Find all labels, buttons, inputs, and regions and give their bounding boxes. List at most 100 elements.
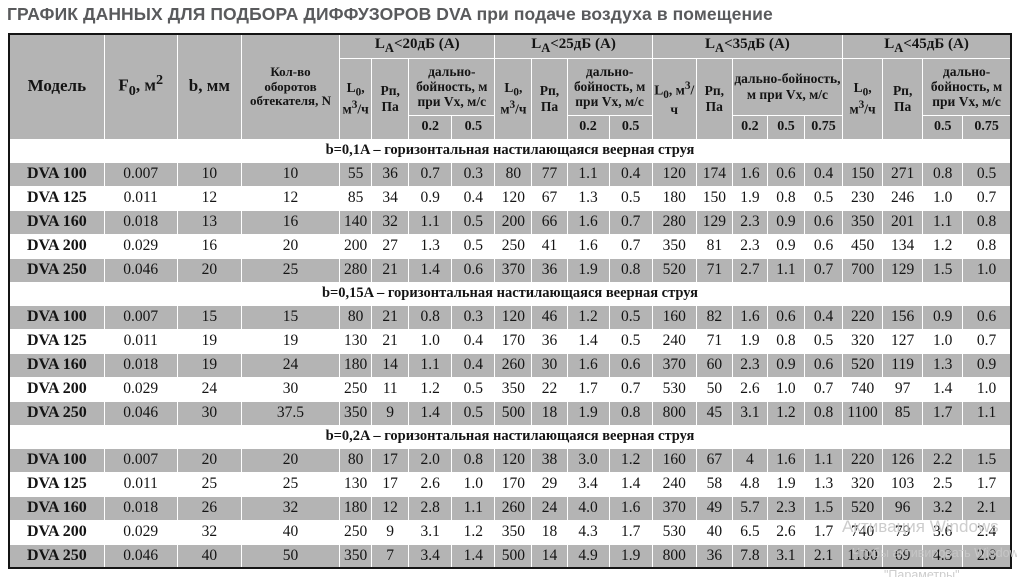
data-cell: 0.7 <box>803 376 844 402</box>
data-cell: 140 <box>339 209 373 235</box>
table-header: Модель F0, м2 b, мм Кол-во оборотов обтекат… <box>8 33 1012 140</box>
data-cell: 120 <box>494 304 533 330</box>
data-cell: 1.6 <box>731 304 768 330</box>
data-cell: 250 <box>339 376 373 402</box>
model-cell: DVA 250 <box>8 543 105 569</box>
model-cell: DVA 125 <box>8 185 105 211</box>
velocity-header: 0.2 <box>566 114 610 140</box>
data-cell: 0.7 <box>962 328 1012 354</box>
data-cell: 1.0 <box>962 257 1012 283</box>
model-cell: DVA 100 <box>8 161 105 187</box>
data-cell: 0.6 <box>803 209 844 235</box>
table-row: DVA 250 0.046 20 25 280 21 1.4 0.6 370 36 1.9 0.8 52… <box>8 257 1012 283</box>
data-cell: 36 <box>371 161 410 187</box>
velocity-header: 0.75 <box>803 114 844 140</box>
data-cell: 0.9 <box>922 304 964 330</box>
data-cell: 22 <box>531 376 568 402</box>
table-row: DVA 125 0.011 12 12 85 34 0.9 0.4 120 67 1.3 0.5 180… <box>8 185 1012 211</box>
data-cell: 1.1 <box>451 495 496 521</box>
data-cell: 370 <box>651 352 697 378</box>
data-cell: 320 <box>842 328 884 354</box>
table-row: DVA 160 0.018 13 16 140 32 1.1 0.5 200 66 1.6 0.7 28… <box>8 209 1012 235</box>
data-cell: 0.011 <box>103 185 178 211</box>
data-cell: 32 <box>176 519 242 545</box>
table-row: DVA 160 0.018 26 32 180 12 2.8 1.1 260 24 4.0 1.6 37… <box>8 495 1012 521</box>
data-cell: 1.1 <box>962 400 1012 426</box>
data-cell: 120 <box>494 447 533 473</box>
data-cell: 1.7 <box>962 471 1012 497</box>
data-cell: 0.6 <box>766 304 805 330</box>
data-cell: 350 <box>339 400 373 426</box>
data-cell: 0.7 <box>408 161 453 187</box>
data-cell: 530 <box>651 519 697 545</box>
data-cell: 1.7 <box>566 376 610 402</box>
data-cell: 32 <box>240 495 341 521</box>
data-cell: 40 <box>240 519 341 545</box>
model-cell: DVA 200 <box>8 519 105 545</box>
pressure-header: Рп, Па <box>531 57 568 140</box>
data-cell: 0.007 <box>103 447 178 473</box>
data-cell: 1.6 <box>566 233 610 259</box>
data-cell: 20 <box>176 447 242 473</box>
data-cell: 0.8 <box>962 209 1012 235</box>
data-cell: 0.018 <box>103 209 178 235</box>
data-cell: 130 <box>339 328 373 354</box>
data-cell: 180 <box>651 185 697 211</box>
section-title: b=0,2A – горизонтальная настилающаяся ве… <box>8 424 1012 449</box>
pressure-header: Рп, Па <box>371 57 410 140</box>
data-cell: 280 <box>339 257 373 283</box>
data-cell: 220 <box>842 304 884 330</box>
data-cell: 1.7 <box>803 519 844 545</box>
data-cell: 3.4 <box>408 543 453 569</box>
data-cell: 97 <box>882 376 924 402</box>
data-cell: 4.3 <box>922 543 964 569</box>
throw-range-header: дально-бойность, м при Vx, м/с <box>566 57 653 116</box>
velocity-header: 0.75 <box>962 114 1012 140</box>
data-cell: 1.1 <box>803 447 844 473</box>
data-cell: 2.4 <box>962 519 1012 545</box>
windows-activation-watermark-settings: "Параметры". <box>884 568 963 577</box>
data-cell: 240 <box>651 328 697 354</box>
data-cell: 370 <box>651 495 697 521</box>
velocity-header: 0.5 <box>608 114 653 140</box>
data-cell: 0.4 <box>803 304 844 330</box>
data-cell: 170 <box>494 328 533 354</box>
data-cell: 67 <box>531 185 568 211</box>
data-cell: 220 <box>842 447 884 473</box>
data-cell: 1.3 <box>803 471 844 497</box>
data-cell: 0.7 <box>962 185 1012 211</box>
model-cell: DVA 160 <box>8 495 105 521</box>
data-cell: 174 <box>695 161 733 187</box>
data-cell: 156 <box>882 304 924 330</box>
model-cell: DVA 200 <box>8 376 105 402</box>
data-cell: 1.4 <box>451 543 496 569</box>
data-cell: 0.029 <box>103 519 178 545</box>
data-cell: 0.046 <box>103 257 178 283</box>
data-cell: 0.029 <box>103 233 178 259</box>
data-cell: 40 <box>695 519 733 545</box>
data-cell: 1.0 <box>922 328 964 354</box>
data-cell: 1.1 <box>408 209 453 235</box>
model-cell: DVA 100 <box>8 447 105 473</box>
velocity-header: 0.5 <box>922 114 964 140</box>
data-cell: 120 <box>494 185 533 211</box>
data-cell: 250 <box>494 233 533 259</box>
data-cell: 520 <box>842 495 884 521</box>
data-cell: 0.5 <box>451 233 496 259</box>
data-cell: 103 <box>882 471 924 497</box>
data-cell: 127 <box>882 328 924 354</box>
data-cell: 79 <box>882 519 924 545</box>
data-cell: 0.046 <box>103 400 178 426</box>
data-cell: 9 <box>371 400 410 426</box>
data-cell: 1.1 <box>766 257 805 283</box>
data-cell: 0.5 <box>608 304 653 330</box>
noise-group-header: LA<25дБ (А) <box>494 33 653 59</box>
velocity-header: 0.2 <box>408 114 453 140</box>
flow-header: L0, м3/ч <box>651 57 697 140</box>
data-cell: 2.2 <box>922 447 964 473</box>
data-cell: 30 <box>240 376 341 402</box>
section-title: b=0,1A – горизонтальная настилающаяся ве… <box>8 138 1012 163</box>
section-title: b=0,15A – горизонтальная настилающаяся в… <box>8 281 1012 306</box>
data-cell: 260 <box>494 495 533 521</box>
